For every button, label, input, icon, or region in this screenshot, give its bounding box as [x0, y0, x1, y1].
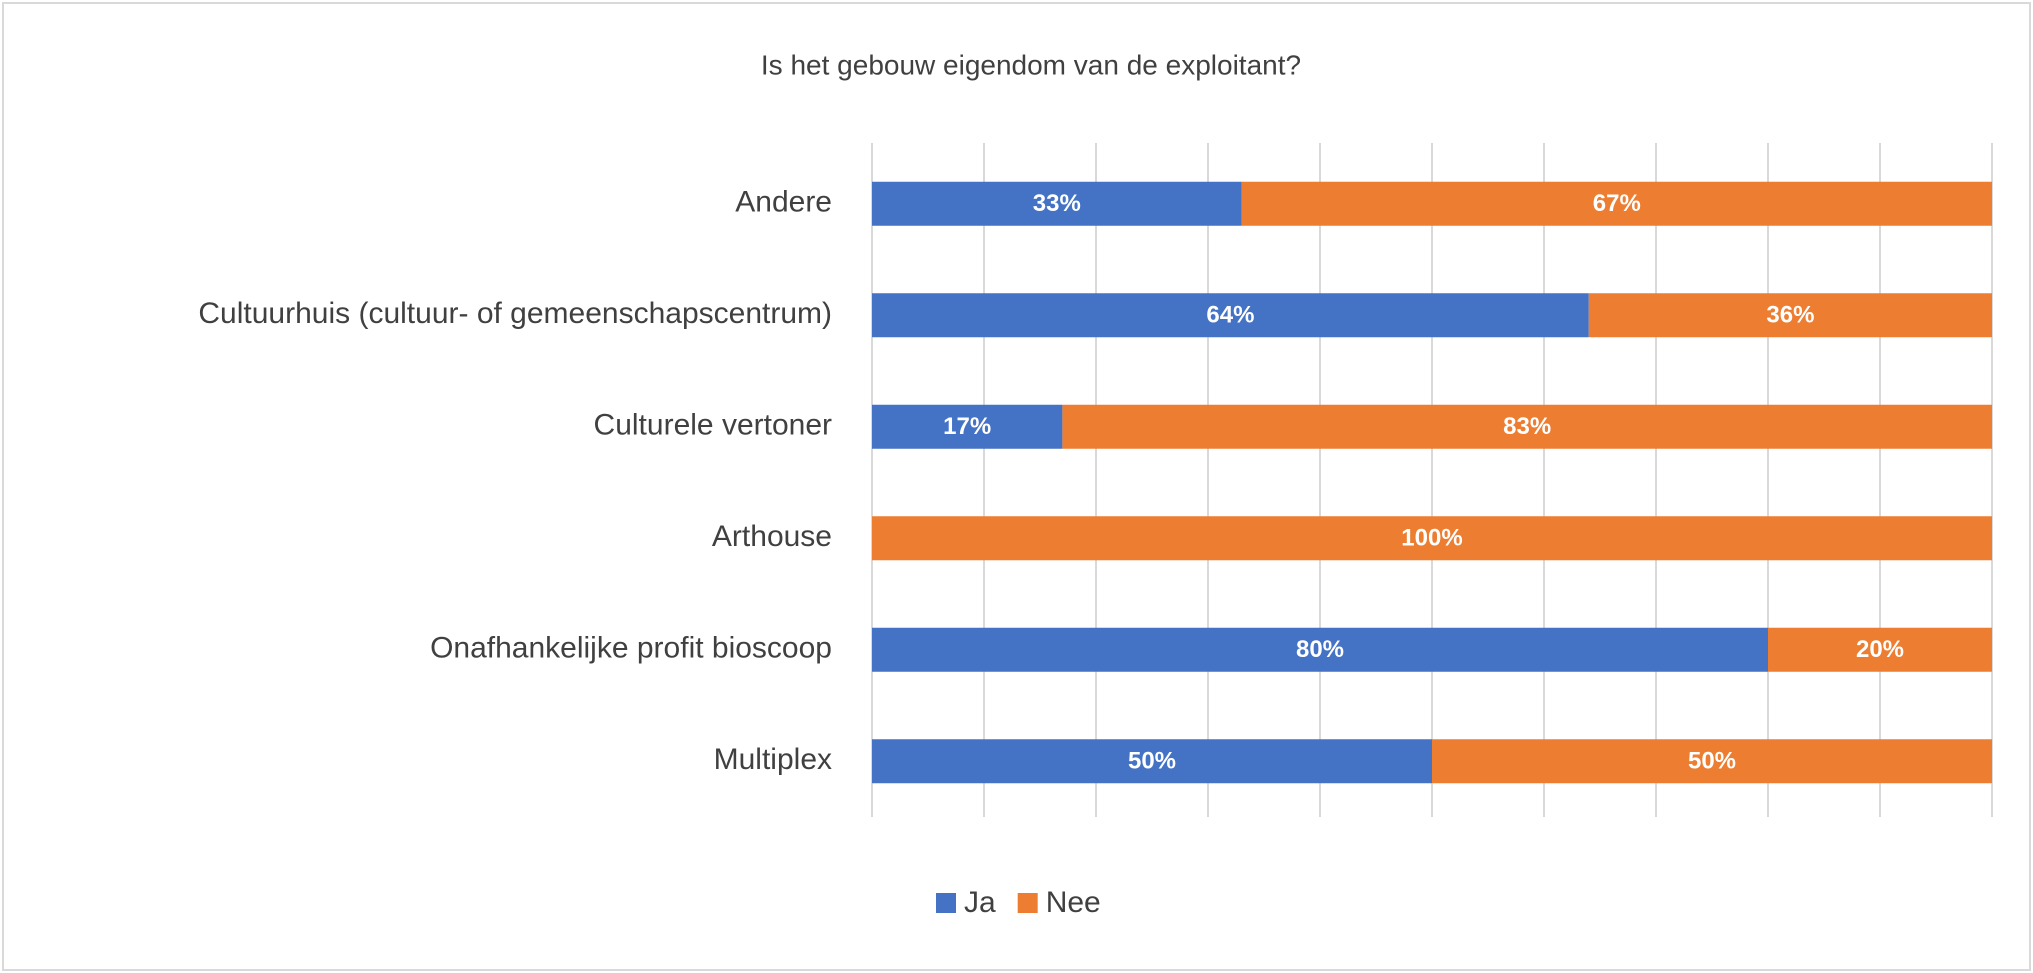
value-label: 100% [1401, 525, 1462, 552]
bar-segment [1768, 627, 1992, 672]
bar-segment [872, 181, 1242, 226]
category-label: Multiplex [714, 743, 832, 776]
legend-label: Nee [1046, 886, 1101, 919]
value-label: 33% [1033, 190, 1081, 217]
bar-segment [872, 739, 1432, 784]
value-label: 36% [1766, 302, 1814, 329]
bar-segment [872, 516, 1992, 561]
category-label: Onafhankelijke profit bioscoop [430, 632, 832, 665]
value-label: 50% [1688, 748, 1736, 775]
category-label: Arthouse [712, 520, 832, 553]
category-label: Culturele vertoner [594, 409, 832, 442]
value-label: 64% [1206, 302, 1254, 329]
value-label: 83% [1503, 413, 1551, 440]
legend-label: Ja [964, 886, 996, 919]
category-label: Andere [735, 186, 832, 219]
bar-segment [1432, 739, 1992, 784]
bar-segment [872, 293, 1589, 338]
value-label: 67% [1593, 190, 1641, 217]
chart-title: Is het gebouw eigendom van de exploitant… [761, 49, 1301, 80]
value-label: 20% [1856, 636, 1904, 663]
bar-segment [872, 627, 1768, 672]
value-label: 80% [1296, 636, 1344, 663]
bar-segment [1062, 404, 1992, 449]
bar-segment [1588, 293, 1992, 338]
bar-segment [1241, 181, 1992, 226]
bar-segment [872, 404, 1063, 449]
value-label: 50% [1128, 748, 1176, 775]
category-label: Cultuurhuis (cultuur- of gemeenschapscen… [198, 297, 832, 330]
value-label: 17% [943, 413, 991, 440]
legend-swatch [1017, 893, 1038, 913]
legend-swatch [936, 893, 956, 913]
